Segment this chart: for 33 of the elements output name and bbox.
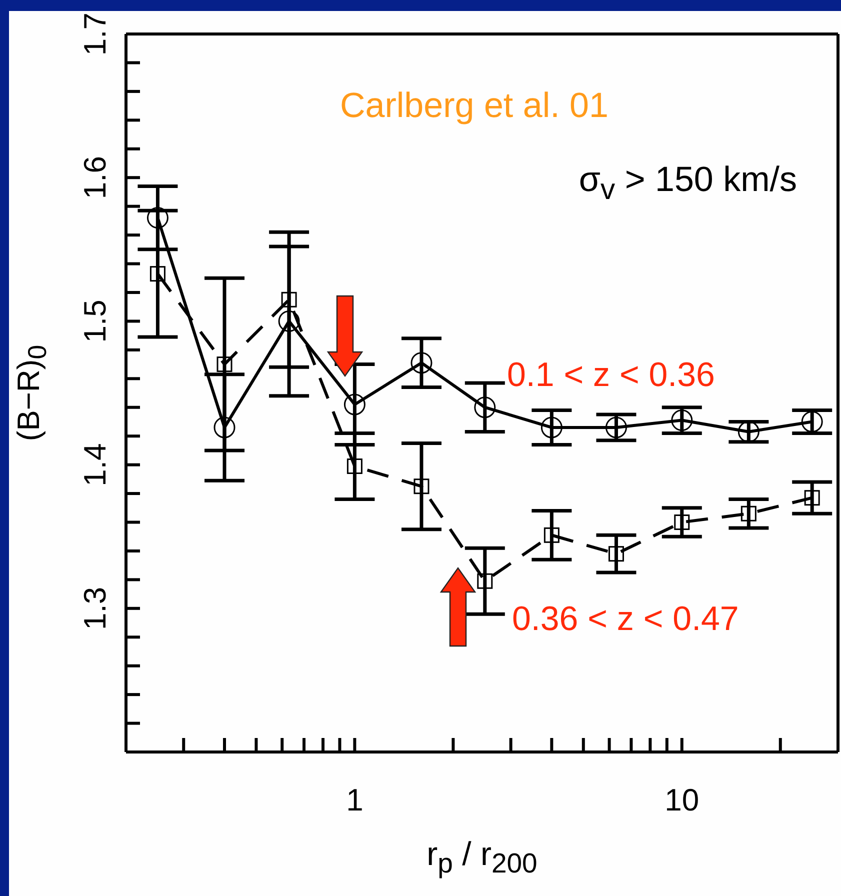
point bbox=[801, 410, 823, 432]
point bbox=[216, 356, 232, 372]
series-label: 0.36 < z < 0.47 bbox=[512, 600, 739, 639]
point bbox=[544, 527, 560, 543]
y-tick-label: 1.4 bbox=[78, 443, 112, 486]
point bbox=[346, 458, 362, 474]
y-tick-label: 1.6 bbox=[78, 156, 112, 200]
point bbox=[804, 490, 820, 506]
annotation: Carlberg et al. 01 bbox=[340, 86, 608, 126]
point bbox=[608, 546, 624, 562]
point bbox=[281, 292, 297, 308]
point bbox=[477, 573, 493, 589]
point bbox=[474, 396, 496, 418]
point bbox=[605, 416, 627, 438]
point bbox=[674, 514, 690, 530]
y-tick-label: 1.7 bbox=[78, 12, 112, 56]
series-label: 0.1 < z < 0.36 bbox=[507, 356, 715, 395]
x-axis-title: r$_{p}$ / r$_{200}$ bbox=[426, 835, 538, 880]
y-tick-label: 1.5 bbox=[78, 300, 112, 343]
point bbox=[671, 410, 693, 432]
x-tick-label: 1 bbox=[346, 782, 364, 818]
point bbox=[344, 394, 366, 416]
point bbox=[150, 266, 166, 282]
point bbox=[278, 310, 300, 332]
point bbox=[414, 478, 430, 494]
x-tick-label: 10 bbox=[664, 782, 700, 818]
point bbox=[146, 207, 168, 229]
point bbox=[214, 416, 236, 438]
y-tick-label: 1.3 bbox=[78, 586, 112, 630]
point bbox=[740, 506, 756, 522]
point bbox=[410, 352, 432, 374]
annotation: σ$_{v}$ > 150 km/s bbox=[578, 160, 797, 207]
point bbox=[540, 416, 562, 438]
